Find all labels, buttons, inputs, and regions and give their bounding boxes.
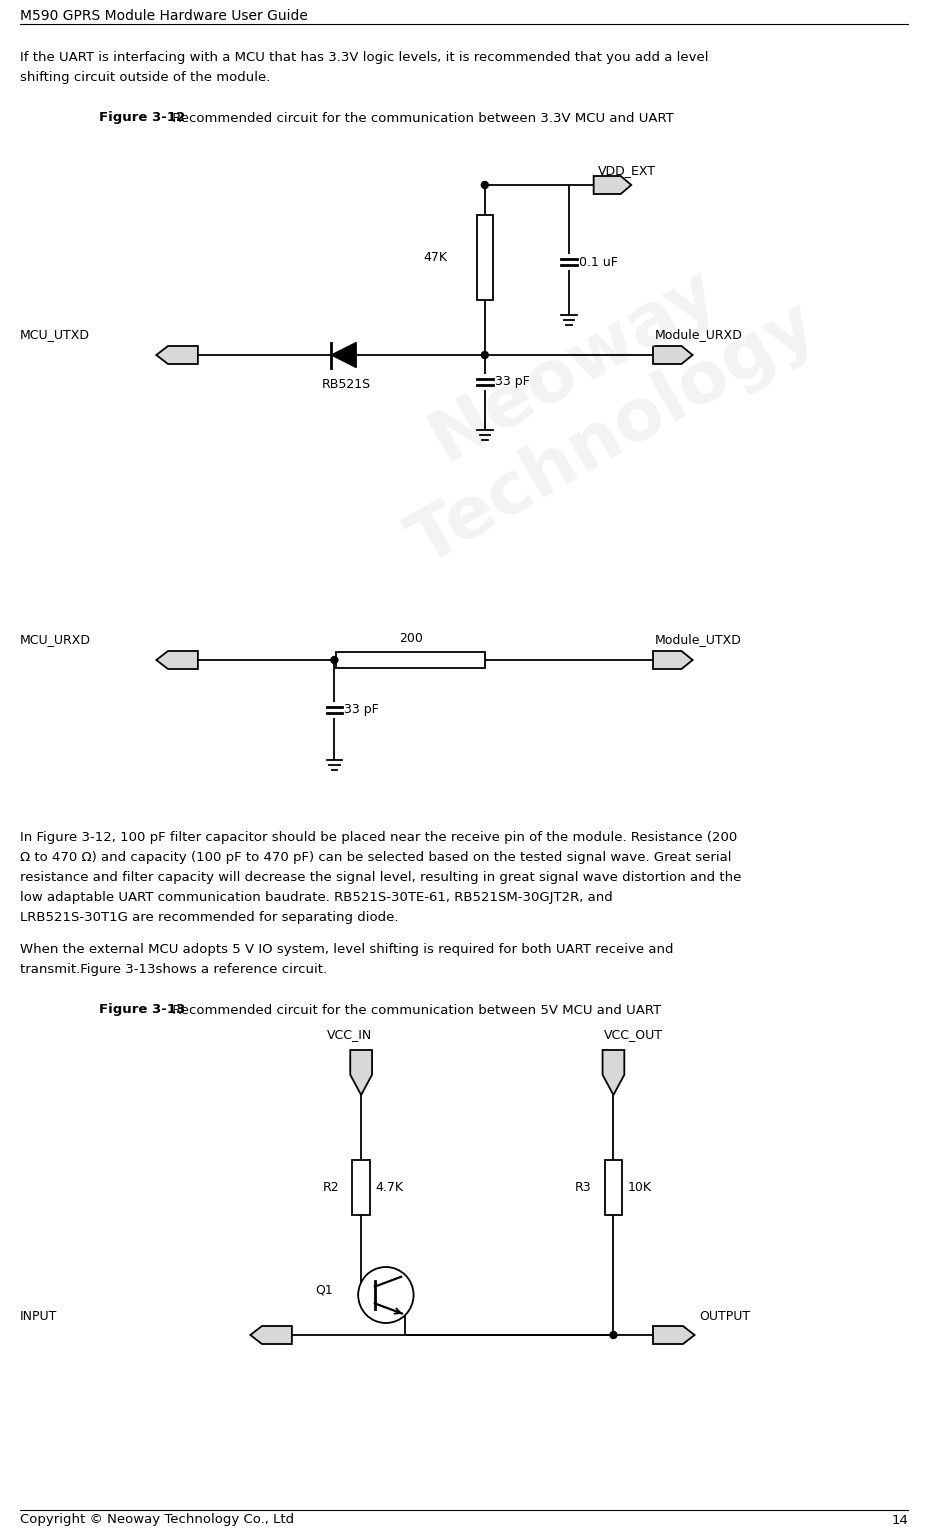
Text: INPUT: INPUT xyxy=(20,1311,57,1323)
Text: VCC_IN: VCC_IN xyxy=(326,1029,371,1041)
Bar xyxy=(477,214,492,300)
Text: Recommended circuit for the communication between 3.3V MCU and UART: Recommended circuit for the communicatio… xyxy=(168,112,673,124)
Text: 33 pF: 33 pF xyxy=(344,704,379,717)
Text: Copyright © Neoway Technology Co., Ltd: Copyright © Neoway Technology Co., Ltd xyxy=(20,1514,294,1526)
Bar xyxy=(337,652,485,668)
Polygon shape xyxy=(653,346,692,364)
Text: When the external MCU adopts 5 V IO system, level shifting is required for both : When the external MCU adopts 5 V IO syst… xyxy=(20,943,673,957)
Text: Module_UTXD: Module_UTXD xyxy=(655,634,742,646)
Polygon shape xyxy=(157,651,198,669)
Circle shape xyxy=(331,657,338,663)
Text: VDD_EXT: VDD_EXT xyxy=(598,164,656,178)
Text: 14: 14 xyxy=(891,1514,908,1526)
Text: shifting circuit outside of the module.: shifting circuit outside of the module. xyxy=(20,72,270,84)
Text: 33 pF: 33 pF xyxy=(494,375,529,389)
Text: RB521S: RB521S xyxy=(322,378,371,392)
Text: LRB521S-30T1G are recommended for separating diode.: LRB521S-30T1G are recommended for separa… xyxy=(20,911,399,925)
Text: OUTPUT: OUTPUT xyxy=(700,1311,750,1323)
Circle shape xyxy=(481,182,489,188)
Text: 47K: 47K xyxy=(423,251,447,263)
Text: 10K: 10K xyxy=(628,1180,651,1194)
Text: 200: 200 xyxy=(399,631,422,645)
Text: R3: R3 xyxy=(575,1180,592,1194)
Polygon shape xyxy=(350,1050,372,1095)
Text: Figure 3-13: Figure 3-13 xyxy=(98,1003,185,1017)
Text: Figure 3-12: Figure 3-12 xyxy=(98,112,185,124)
Text: Ω to 470 Ω) and capacity (100 pF to 470 pF) can be selected based on the tested : Ω to 470 Ω) and capacity (100 pF to 470 … xyxy=(20,851,732,865)
Polygon shape xyxy=(331,343,356,367)
Text: If the UART is interfacing with a MCU that has 3.3V logic levels, it is recommen: If the UART is interfacing with a MCU th… xyxy=(20,52,708,64)
Text: M590 GPRS Module Hardware User Guide: M590 GPRS Module Hardware User Guide xyxy=(20,9,308,23)
Text: R2: R2 xyxy=(323,1180,340,1194)
Text: MCU_URXD: MCU_URXD xyxy=(20,634,91,646)
Polygon shape xyxy=(157,346,198,364)
Text: Recommended circuit for the communication between 5V MCU and UART: Recommended circuit for the communicatio… xyxy=(168,1003,661,1017)
Text: In Figure 3-12, 100 pF filter capacitor should be placed near the receive pin of: In Figure 3-12, 100 pF filter capacitor … xyxy=(20,831,737,845)
Circle shape xyxy=(610,1332,617,1338)
Polygon shape xyxy=(250,1326,292,1344)
Text: resistance and filter capacity will decrease the signal level, resulting in grea: resistance and filter capacity will decr… xyxy=(20,871,741,885)
Text: MCU_UTXD: MCU_UTXD xyxy=(20,329,90,341)
Text: VCC_OUT: VCC_OUT xyxy=(603,1029,662,1041)
Circle shape xyxy=(481,352,489,358)
Text: low adaptable UART communication baudrate. RB521S-30TE-61, RB521SM-30GJT2R, and: low adaptable UART communication baudrat… xyxy=(20,891,613,905)
Bar xyxy=(604,1160,622,1216)
Text: transmit.Figure 3-13shows a reference circuit.: transmit.Figure 3-13shows a reference ci… xyxy=(20,963,327,977)
Bar xyxy=(353,1160,371,1216)
Polygon shape xyxy=(602,1050,625,1095)
Text: Neoway
Technology: Neoway Technology xyxy=(358,220,829,579)
Text: Q1: Q1 xyxy=(316,1283,333,1297)
Circle shape xyxy=(358,1268,414,1323)
Text: Module_URXD: Module_URXD xyxy=(655,329,743,341)
Text: 4.7K: 4.7K xyxy=(375,1180,403,1194)
Polygon shape xyxy=(653,651,692,669)
Polygon shape xyxy=(653,1326,694,1344)
Text: 0.1 uF: 0.1 uF xyxy=(579,256,618,268)
Polygon shape xyxy=(594,176,631,194)
